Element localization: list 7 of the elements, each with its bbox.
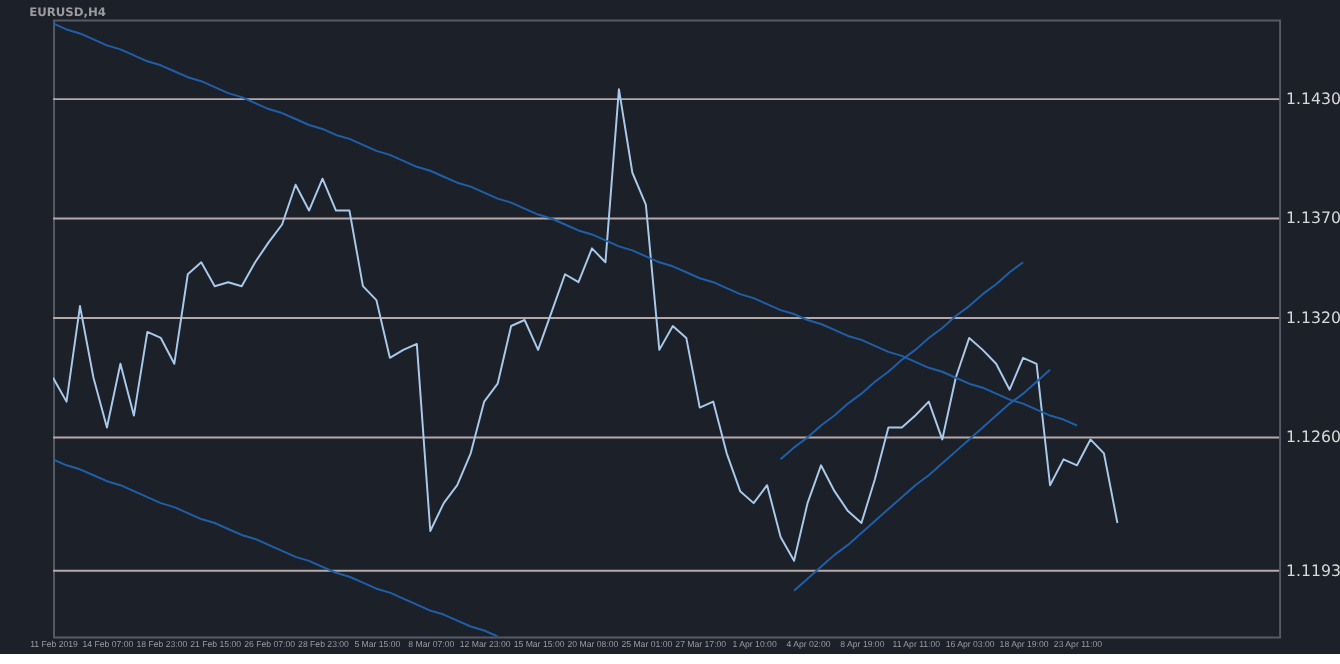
y-tick-label: 1.1370 bbox=[1285, 209, 1340, 228]
y-tick-label: 1.1320 bbox=[1285, 308, 1340, 327]
y-tick-label: 1.1430 bbox=[1285, 90, 1340, 109]
y-tick-label: 1.1193 bbox=[1285, 561, 1340, 580]
line-series bbox=[53, 458, 499, 637]
line-series bbox=[53, 88, 1119, 562]
y-tick-label: 1.1260 bbox=[1285, 428, 1340, 447]
